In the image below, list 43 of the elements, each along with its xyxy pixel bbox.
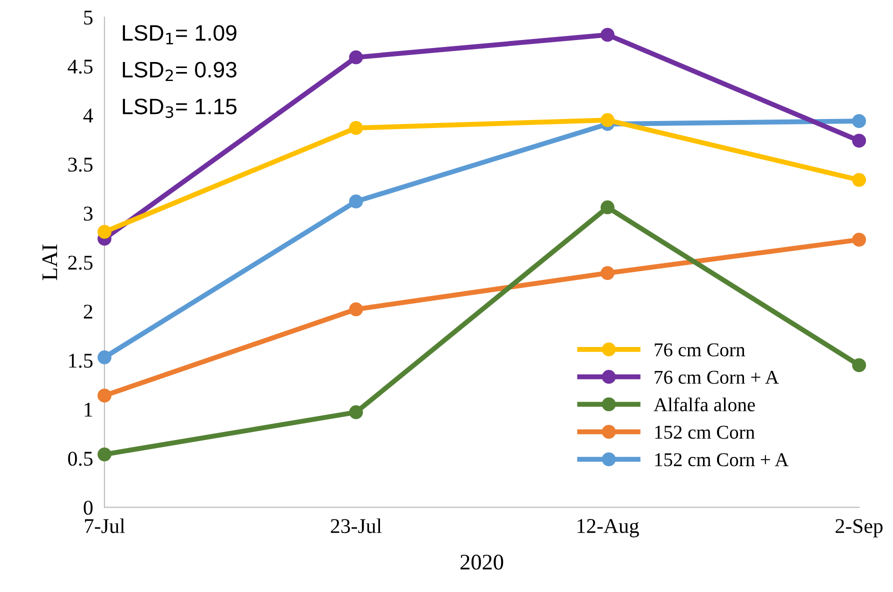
x-tick-label: 2-Sep — [836, 519, 883, 538]
y-tick-label: 4 — [83, 108, 94, 122]
y-tick-label: 2.5 — [68, 256, 93, 270]
annotation: LSD$_{1}$= 1.09 — [122, 25, 236, 44]
legend-label: 152 cm Corn — [655, 426, 755, 439]
legend-label: 152 cm Corn + A — [655, 453, 789, 466]
annotation: LSD$_{2}$= 0.93 — [122, 62, 236, 81]
annotation: LSD$_{3}$= 1.15 — [122, 98, 236, 118]
point — [98, 447, 112, 462]
y-tick-label: 3 — [84, 206, 93, 221]
point — [349, 50, 363, 64]
y-tick-label: 0.5 — [68, 452, 93, 466]
point — [98, 388, 112, 403]
x-tick-label: 7-Jul — [85, 518, 125, 534]
point — [600, 28, 614, 42]
point — [98, 224, 112, 239]
point — [600, 200, 614, 214]
legend-label: Alfalfa alone — [654, 397, 755, 412]
x-tick-label: 23-Jul — [330, 518, 382, 534]
point — [98, 350, 112, 364]
point — [852, 172, 866, 187]
x-axis-title: 2020 — [460, 554, 504, 570]
y-tick-label: 1 — [84, 402, 92, 417]
point — [852, 134, 866, 148]
point — [852, 232, 866, 247]
y-tick-label: 1.5 — [69, 354, 93, 368]
y-tick-label: 0 — [84, 500, 93, 515]
y-tick-label: 5 — [84, 10, 93, 25]
legend-label: 76 cm Corn — [654, 343, 746, 356]
point — [852, 114, 866, 128]
point — [852, 358, 866, 372]
y-axis-title: LAI — [42, 244, 58, 280]
point — [349, 405, 363, 420]
point — [349, 121, 363, 135]
point — [349, 194, 363, 208]
point — [600, 266, 614, 280]
y-tick-label: 3.5 — [68, 158, 93, 172]
y-tick-label: 2 — [84, 304, 92, 318]
legend-label: 76 cm Corn + A — [654, 370, 779, 384]
x-tick-label: 12-Aug — [578, 519, 639, 538]
point — [600, 113, 614, 128]
y-tick-label: 4.5 — [68, 60, 93, 74]
point — [349, 302, 363, 316]
